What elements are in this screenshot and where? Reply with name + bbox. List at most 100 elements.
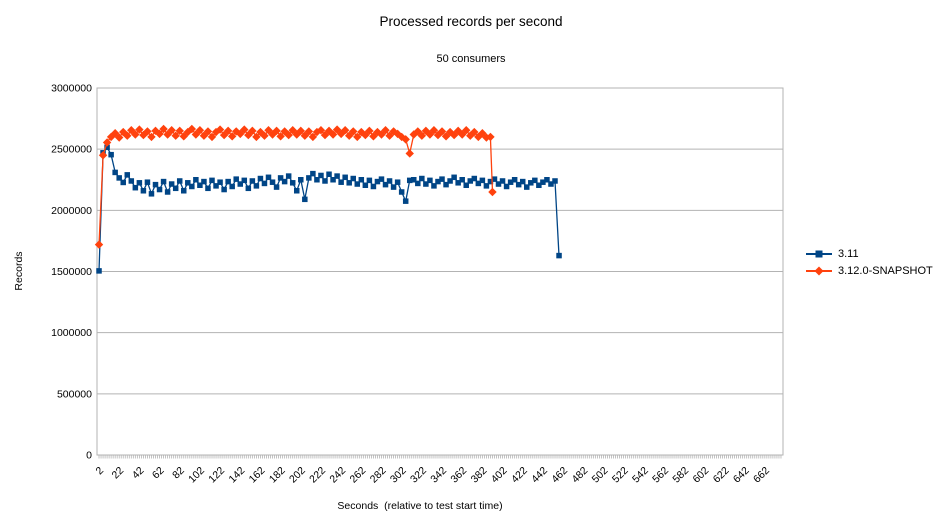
data-point-marker xyxy=(293,188,300,194)
data-point-marker xyxy=(519,178,526,185)
data-point-marker xyxy=(203,127,213,136)
data-point-marker xyxy=(394,179,401,185)
data-point-marker xyxy=(276,132,285,141)
x-tick-label: 522 xyxy=(610,465,631,486)
data-point-marker xyxy=(373,127,382,137)
data-point-marker xyxy=(402,198,409,204)
data-point-marker xyxy=(245,185,252,192)
x-tick-label: 102 xyxy=(186,465,207,486)
data-point-marker xyxy=(439,176,445,182)
x-tick-label: 402 xyxy=(489,465,510,486)
data-point-marker xyxy=(382,181,389,188)
legend: 3.11 3.12.0-SNAPSHOT xyxy=(805,247,933,281)
x-tick-label: 582 xyxy=(670,465,691,486)
data-point-marker xyxy=(431,183,437,189)
chart-subtitle: 50 consumers xyxy=(436,53,506,65)
data-point-marker xyxy=(449,130,459,140)
x-tick-label: 22 xyxy=(110,465,127,482)
data-point-marker xyxy=(237,181,244,187)
data-point-marker xyxy=(483,183,490,189)
data-point-marker xyxy=(466,131,475,140)
x-tick-label: 282 xyxy=(368,465,389,486)
data-point-marker xyxy=(318,172,324,179)
data-point-marker xyxy=(187,124,197,134)
data-point-marker xyxy=(116,175,122,181)
data-point-marker xyxy=(284,130,293,140)
data-point-marker xyxy=(463,182,469,189)
data-point-marker xyxy=(181,188,187,194)
data-point-marker xyxy=(417,131,427,140)
x-tick-label: 482 xyxy=(569,465,590,486)
data-point-marker xyxy=(195,125,205,135)
data-point-marker xyxy=(354,181,361,187)
x-tick-label: 462 xyxy=(549,465,570,486)
data-point-marker xyxy=(160,178,167,185)
x-tick-label: 122 xyxy=(206,465,227,486)
data-point-marker xyxy=(556,252,562,259)
data-point-marker xyxy=(381,125,390,135)
x-tick-label: 42 xyxy=(130,465,147,482)
data-point-marker xyxy=(459,177,465,183)
data-point-marker xyxy=(411,177,417,183)
data-point-marker xyxy=(433,130,443,140)
data-point-marker xyxy=(312,127,322,137)
data-point-marker xyxy=(370,183,377,190)
data-point-marker xyxy=(164,189,171,195)
data-point-marker xyxy=(304,127,314,136)
data-point-marker xyxy=(540,179,546,185)
data-point-marker xyxy=(447,178,453,184)
data-point-marker xyxy=(478,129,487,138)
data-point-marker xyxy=(277,175,284,181)
data-point-marker xyxy=(248,126,257,136)
y-tick-label: 1000000 xyxy=(51,327,92,339)
data-point-marker xyxy=(491,176,498,182)
data-point-marker xyxy=(240,125,249,134)
data-point-marker xyxy=(544,177,550,183)
data-point-marker xyxy=(148,191,155,197)
data-point-marker xyxy=(221,186,227,193)
data-point-marker xyxy=(366,177,373,184)
data-point-marker xyxy=(241,177,248,184)
data-point-marker xyxy=(96,268,102,274)
data-point-marker xyxy=(264,125,273,135)
x-tick-label: 182 xyxy=(267,465,288,486)
data-point-marker xyxy=(281,178,288,185)
y-tick-label: 1500000 xyxy=(51,266,92,278)
data-point-marker xyxy=(308,132,318,142)
legend-item: 3.12.0-SNAPSHOT xyxy=(805,264,933,278)
data-point-marker xyxy=(94,240,104,249)
x-tick-label: 262 xyxy=(348,465,369,486)
data-point-marker xyxy=(269,179,276,185)
data-point-marker xyxy=(98,151,108,160)
data-point-marker xyxy=(213,183,219,189)
data-point-marker xyxy=(405,149,414,158)
data-point-marker xyxy=(324,126,334,136)
data-point-marker xyxy=(362,182,369,189)
data-point-marker xyxy=(495,181,502,187)
data-point-marker xyxy=(167,125,176,135)
data-point-marker xyxy=(136,180,143,186)
data-point-marker xyxy=(499,178,506,184)
data-point-marker xyxy=(427,177,433,184)
data-point-marker xyxy=(227,132,237,141)
y-tick-label: 0 xyxy=(86,450,92,462)
data-point-marker xyxy=(296,126,305,136)
y-tick-label: 3000000 xyxy=(51,83,92,95)
data-point-marker xyxy=(340,125,350,135)
data-point-marker xyxy=(322,178,328,184)
x-tick-label: 242 xyxy=(327,465,348,486)
data-point-marker xyxy=(229,183,235,190)
data-point-marker xyxy=(143,127,152,136)
data-point-marker xyxy=(515,181,522,188)
data-point-marker xyxy=(172,185,179,192)
data-point-marker xyxy=(475,180,482,187)
data-point-marker xyxy=(132,184,139,191)
data-point-marker xyxy=(451,174,457,181)
series-line-3.11 xyxy=(98,146,560,271)
legend-marker-diamond-icon xyxy=(806,266,832,276)
x-axis-title: Seconds (relative to test start time) xyxy=(337,500,503,512)
chart-title: Processed records per second xyxy=(379,14,563,29)
x-tick-label: 382 xyxy=(469,465,490,486)
data-point-marker xyxy=(548,181,554,187)
data-point-marker xyxy=(302,196,308,203)
